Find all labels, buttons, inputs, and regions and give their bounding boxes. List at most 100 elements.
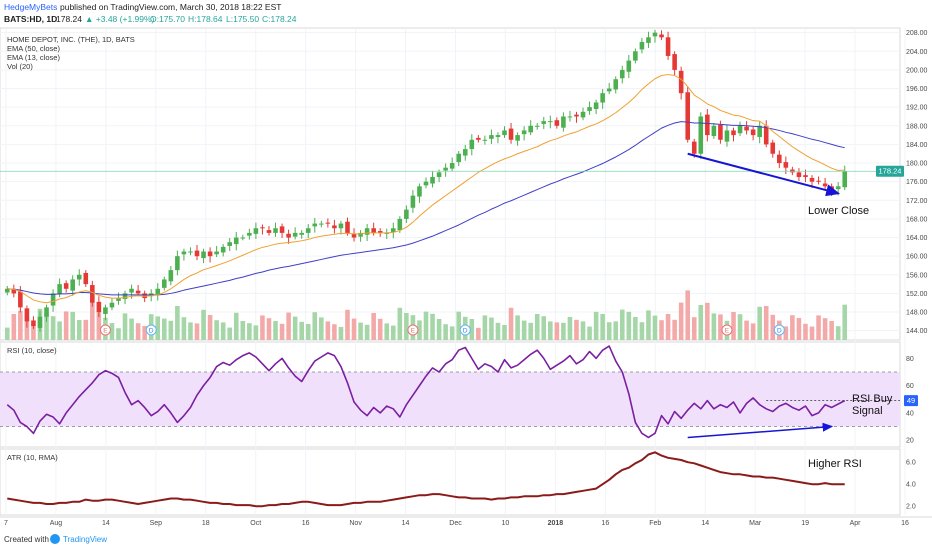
candle-body	[279, 226, 285, 233]
candle-body	[593, 102, 599, 110]
candle-body	[515, 135, 520, 141]
x-tick-label: 16	[302, 520, 310, 527]
x-tick-label: Sep	[150, 520, 163, 527]
candle-body	[351, 233, 357, 238]
candle-body	[528, 125, 533, 133]
candle-body	[63, 283, 69, 289]
event-marker-label: D	[149, 328, 154, 335]
volume-bar	[305, 324, 311, 340]
chart-background	[0, 27, 932, 518]
volume-bar	[600, 314, 605, 340]
volume-bar	[109, 323, 115, 340]
volume-bar	[11, 314, 17, 340]
volume-bar	[175, 306, 180, 340]
x-tick-label: 16	[601, 520, 609, 527]
event-marker	[99, 324, 111, 336]
candle-body	[626, 60, 632, 72]
annotation-lower-close: Lower Close	[808, 205, 869, 217]
ema50-line	[7, 121, 845, 296]
candle-body	[273, 228, 278, 233]
x-tick-label: 18	[202, 520, 210, 527]
rsi-line	[6, 345, 846, 439]
volume-bar	[168, 320, 174, 340]
volume-bar	[803, 323, 808, 340]
price-tick-label: 196.00	[906, 86, 928, 93]
price-tick-label: 156.00	[906, 272, 928, 279]
volume-bar	[646, 310, 651, 340]
volume-bar	[711, 313, 717, 340]
volume-bar	[816, 315, 821, 340]
candle-body	[155, 288, 161, 295]
volume-bar	[135, 323, 141, 340]
price-lower-close-arrow	[687, 152, 841, 197]
volume-bar	[358, 322, 363, 340]
volume-bar	[292, 316, 298, 340]
volume-bar	[502, 325, 507, 340]
price-tick-label: 176.00	[906, 179, 928, 186]
candle-body	[534, 125, 540, 127]
candle-body	[122, 293, 128, 300]
candle-body	[698, 116, 704, 154]
volume-bar	[665, 314, 671, 340]
price-legend-ema13: EMA (13, close)	[7, 53, 60, 62]
candle-body	[83, 272, 89, 285]
volume-bar	[423, 311, 429, 340]
volume-bar	[18, 310, 23, 340]
candle-body	[495, 135, 501, 137]
candle-body	[796, 172, 802, 178]
volume-bar	[737, 314, 743, 340]
volume-bar	[691, 317, 697, 340]
header-publisher[interactable]: HedgeMyBets	[4, 2, 57, 12]
candle-body	[319, 223, 324, 225]
candle-body	[777, 154, 782, 164]
candle-body	[299, 232, 304, 235]
volume-bar	[397, 307, 403, 340]
volume-bar	[371, 313, 376, 340]
candle-body	[567, 116, 573, 118]
volume-bar	[554, 322, 560, 340]
volume-bar	[534, 314, 540, 340]
volume-bar	[822, 318, 828, 340]
volume-bar	[325, 321, 331, 340]
candle-body	[207, 251, 213, 257]
volume-bar	[351, 318, 357, 340]
price-tick-label: 164.00	[906, 235, 928, 242]
volume-bar	[541, 316, 547, 340]
rsi-badge-value: 49	[907, 396, 915, 405]
header-low: L:175.50	[226, 14, 259, 24]
volume-bar	[731, 312, 736, 340]
footer-brand[interactable]: TradingView	[63, 535, 107, 544]
volume-bar	[659, 320, 664, 340]
volume-bar	[456, 311, 462, 340]
volume-bar	[809, 326, 815, 340]
volume-bar	[436, 319, 442, 340]
candle-body	[37, 316, 43, 328]
header-open: O:175.70	[150, 14, 185, 24]
candle-body	[292, 232, 298, 237]
volume-bar	[57, 321, 62, 340]
volume-bar	[253, 325, 259, 340]
candle-body	[70, 279, 75, 291]
volume-bar	[299, 321, 304, 340]
footer-created-with: Created with	[4, 535, 49, 544]
atr-tick-label: 6.0	[906, 460, 916, 467]
volume-bar	[763, 306, 769, 340]
volume-bar	[312, 312, 318, 340]
volume-bar	[574, 319, 579, 340]
atr-line	[7, 451, 845, 508]
rsi-tick-label: 60	[906, 383, 914, 390]
volume-bar	[286, 312, 291, 340]
volume-bar	[24, 316, 30, 340]
volume-bar	[613, 321, 619, 340]
candle-body	[476, 137, 481, 140]
candle-body	[691, 141, 697, 154]
candle-body	[96, 301, 102, 313]
candle-body	[358, 232, 363, 237]
candle-body	[214, 251, 219, 255]
candle-body	[803, 175, 808, 178]
x-tick-label: 14	[102, 520, 110, 527]
price-tick-label: 180.00	[906, 161, 928, 168]
event-marker-label: E	[103, 328, 108, 335]
volume-bar	[705, 302, 710, 340]
